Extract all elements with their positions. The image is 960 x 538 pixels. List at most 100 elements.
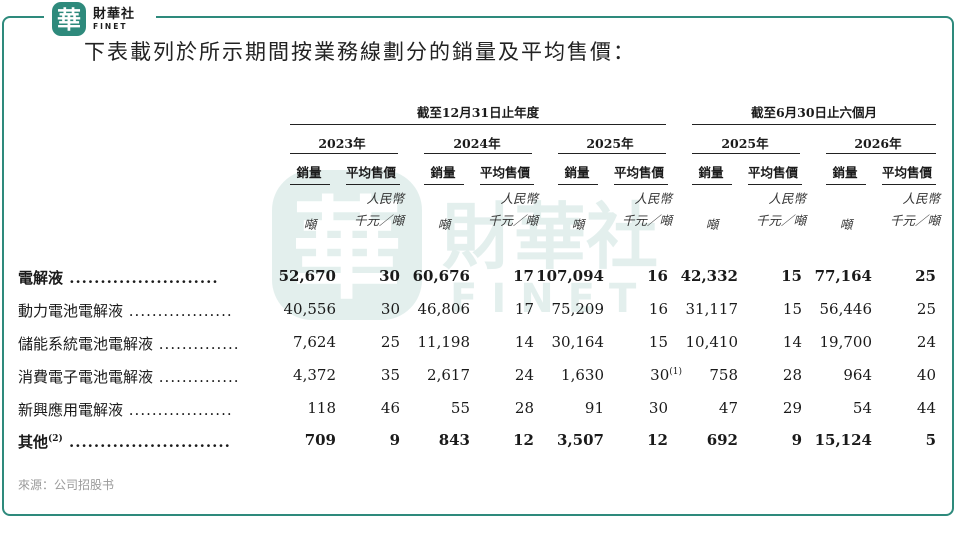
cell-value: 4,372 <box>293 366 336 384</box>
cell-volume: 91 <box>534 399 604 417</box>
cell-value: 30 <box>380 300 400 318</box>
year-rule <box>424 153 532 154</box>
cell-avg-price: 24 <box>464 366 534 384</box>
cell-value: 47 <box>718 399 738 417</box>
unit-ton: 噸 <box>571 217 585 232</box>
cell-value: 30 <box>650 366 670 384</box>
cell-value: 12 <box>647 431 668 449</box>
cell-value: 30 <box>648 399 668 417</box>
cell-value: 758 <box>709 366 738 384</box>
cell-value: 46 <box>380 399 400 417</box>
year-rule <box>290 153 398 154</box>
col-header-volume: 銷量 <box>430 165 456 180</box>
cell-value: 118 <box>307 399 336 417</box>
col-header-volume: 銷量 <box>832 165 858 180</box>
cell-avg-price: 16 <box>598 300 668 318</box>
cell-volume: 42,332 <box>668 267 738 285</box>
year-rule <box>692 153 800 154</box>
cell-avg-price: 14 <box>732 333 802 351</box>
cell-volume: 709 <box>266 431 336 449</box>
unit-ton: 噸 <box>303 217 317 232</box>
cell-avg-price: 17 <box>464 267 534 285</box>
content-frame <box>2 16 954 516</box>
cell-avg-price: 28 <box>732 366 802 384</box>
col-header-volume: 銷量 <box>296 165 322 180</box>
cell-avg-price: 25 <box>330 333 400 351</box>
cell-avg-price: 29 <box>732 399 802 417</box>
cell-avg-price: 30 <box>598 399 668 417</box>
cell-value: 14 <box>514 333 534 351</box>
unit-per-ton: 千元／噸 <box>487 213 538 228</box>
unit-per-ton: 千元／噸 <box>755 213 806 228</box>
group-annual-label: 截至12月31日止年度 <box>416 105 540 120</box>
row-label: 儲能系統電池電解液 .............. <box>18 333 240 354</box>
cell-value: 77,164 <box>814 267 872 285</box>
cell-avg-price: 15 <box>598 333 668 351</box>
unit-currency: 人民幣 <box>902 191 940 206</box>
year-header: 2023年 <box>318 136 366 151</box>
cell-volume: 31,117 <box>668 300 739 318</box>
cell-avg-price: 40 <box>866 366 936 384</box>
group-half-rule <box>692 124 936 125</box>
year-header: 2026年 <box>854 136 902 151</box>
cell-avg-price: 5 <box>866 431 936 449</box>
cell-volume: 758 <box>668 366 738 384</box>
cell-value: 30 <box>379 267 400 285</box>
cell-value: 29 <box>782 399 802 417</box>
cell-avg-price: 14 <box>464 333 534 351</box>
cell-value: 16 <box>648 300 668 318</box>
col-header-volume: 銷量 <box>698 165 724 180</box>
unit-ton: 噸 <box>705 217 719 232</box>
row-label-text: 電解液 <box>18 269 64 287</box>
footnote-marker: (2) <box>48 434 63 444</box>
col-header-avg-price: 平均售價 <box>345 165 396 180</box>
cell-volume: 107,094 <box>534 267 604 285</box>
col-rule <box>424 184 464 185</box>
cell-value: 46,806 <box>417 300 471 318</box>
year-header: 2025年 <box>721 136 769 151</box>
cell-volume: 40,556 <box>266 300 337 318</box>
cell-value: 40,556 <box>283 300 337 318</box>
cell-value: 15 <box>648 333 668 351</box>
col-header-avg-price: 平均售價 <box>479 165 530 180</box>
cell-value: 28 <box>782 366 802 384</box>
unit-ton: 噸 <box>839 217 853 232</box>
cell-value: 25 <box>380 333 400 351</box>
cell-value: 75,209 <box>551 300 605 318</box>
cell-value: 24 <box>916 333 936 351</box>
cell-value: 44 <box>916 399 936 417</box>
cell-value: 35 <box>380 366 400 384</box>
unit-currency: 人民幣 <box>768 191 806 206</box>
cell-avg-price: 24 <box>866 333 936 351</box>
row-label-text: 新興應用電解液 <box>18 401 124 419</box>
cell-volume: 4,372 <box>266 366 336 384</box>
cell-avg-price: 25 <box>866 267 936 285</box>
cell-value: 17 <box>513 267 534 285</box>
source-note: 來源：公司招股书 <box>18 478 115 492</box>
cell-avg-price: 9 <box>330 431 400 449</box>
cell-volume: 54 <box>802 399 872 417</box>
col-rule <box>826 184 866 185</box>
cell-value: 24 <box>514 366 534 384</box>
cell-value: 2,617 <box>427 366 470 384</box>
cell-avg-price: 30(1) <box>612 366 682 384</box>
cell-value: 7,624 <box>293 333 336 351</box>
row-label: 動力電池電解液 .................. <box>18 300 233 321</box>
cell-avg-price: 44 <box>866 399 936 417</box>
cell-avg-price: 12 <box>598 431 668 449</box>
cell-avg-price: 30 <box>330 300 400 318</box>
cell-value: 16 <box>647 267 668 285</box>
cell-volume: 118 <box>266 399 336 417</box>
cell-volume: 55 <box>400 399 470 417</box>
cell-value: 60,676 <box>412 267 470 285</box>
unit-per-ton: 千元／噸 <box>621 213 672 228</box>
cell-avg-price: 28 <box>464 399 534 417</box>
col-rule <box>346 184 400 185</box>
row-label-text: 其他 <box>18 433 49 451</box>
cell-value: 15,124 <box>814 431 872 449</box>
cell-value: 55 <box>450 399 470 417</box>
cell-volume: 964 <box>802 366 872 384</box>
page-headline: 下表載列於所示期間按業務線劃分的銷量及平均售價： <box>84 40 636 64</box>
year-header: 2025年 <box>586 136 634 151</box>
logo-wordmark: 財華社 FINET <box>93 8 153 32</box>
